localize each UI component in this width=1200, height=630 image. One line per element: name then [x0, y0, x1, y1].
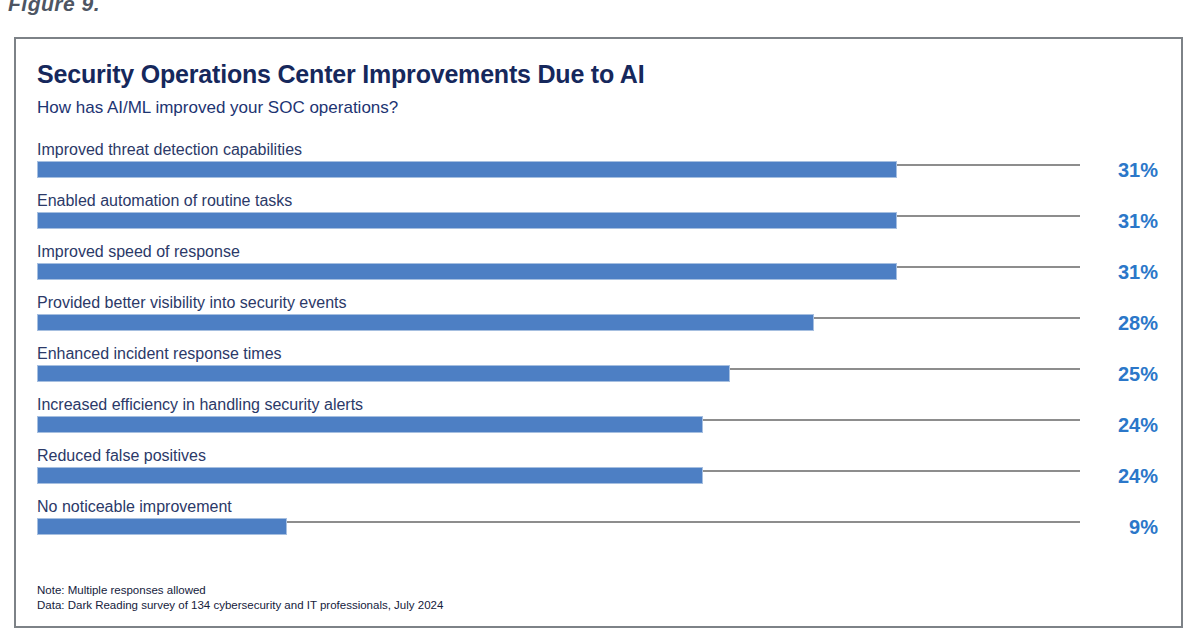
bar-track — [37, 212, 1080, 230]
category-label: Improved speed of response — [37, 242, 1158, 261]
bar-row: Improved speed of response 31% — [37, 242, 1158, 281]
category-label: Provided better visibility into security… — [37, 293, 1158, 312]
category-label: No noticeable improvement — [37, 497, 1158, 516]
bar-row: Enabled automation of routine tasks 31% — [37, 191, 1158, 230]
value-label: 25% — [1086, 363, 1158, 385]
chart-notes: Note: Multiple responses allowed Data: D… — [37, 583, 1158, 613]
bar-row: Reduced false positives 24% — [37, 446, 1158, 485]
bar-track — [37, 467, 1080, 485]
value-label: 31% — [1086, 210, 1158, 232]
chart-panel: Security Operations Center Improvements … — [14, 37, 1183, 628]
bar-track — [37, 263, 1080, 281]
bar-track — [37, 161, 1080, 179]
value-label: 9% — [1086, 516, 1158, 538]
bar-track — [37, 314, 1080, 332]
value-label: 31% — [1086, 261, 1158, 283]
bar-row: No noticeable improvement 9% — [37, 497, 1158, 536]
bar — [37, 161, 897, 178]
chart-title: Security Operations Center Improvements … — [37, 60, 1158, 89]
bar — [37, 263, 897, 280]
source-text: Data: Dark Reading survey of 134 cyberse… — [37, 598, 1158, 613]
value-label: 31% — [1086, 159, 1158, 181]
bar-track — [37, 365, 1080, 383]
value-label: 24% — [1086, 414, 1158, 436]
category-label: Increased efficiency in handling securit… — [37, 395, 1158, 414]
bar — [37, 212, 897, 229]
note-text: Note: Multiple responses allowed — [37, 583, 1158, 598]
bar-row: Enhanced incident response times 25% — [37, 344, 1158, 383]
figure-caption: Figure 9. — [8, 0, 100, 16]
bar — [37, 314, 814, 331]
category-label: Improved threat detection capabilities — [37, 140, 1158, 159]
value-label: 24% — [1086, 465, 1158, 487]
category-label: Enabled automation of routine tasks — [37, 191, 1158, 210]
category-label: Enhanced incident response times — [37, 344, 1158, 363]
bar — [37, 467, 703, 484]
chart-subtitle: How has AI/ML improved your SOC operatio… — [37, 98, 1158, 118]
bar-rows: Improved threat detection capabilities 3… — [37, 140, 1158, 536]
category-label: Reduced false positives — [37, 446, 1158, 465]
bar — [37, 365, 730, 382]
bar-track — [37, 416, 1080, 434]
bar-row: Provided better visibility into security… — [37, 293, 1158, 332]
value-label: 28% — [1086, 312, 1158, 334]
bar-row: Increased efficiency in handling securit… — [37, 395, 1158, 434]
bar-track — [37, 518, 1080, 536]
bar-row: Improved threat detection capabilities 3… — [37, 140, 1158, 179]
bar — [37, 416, 703, 433]
bar — [37, 518, 287, 535]
